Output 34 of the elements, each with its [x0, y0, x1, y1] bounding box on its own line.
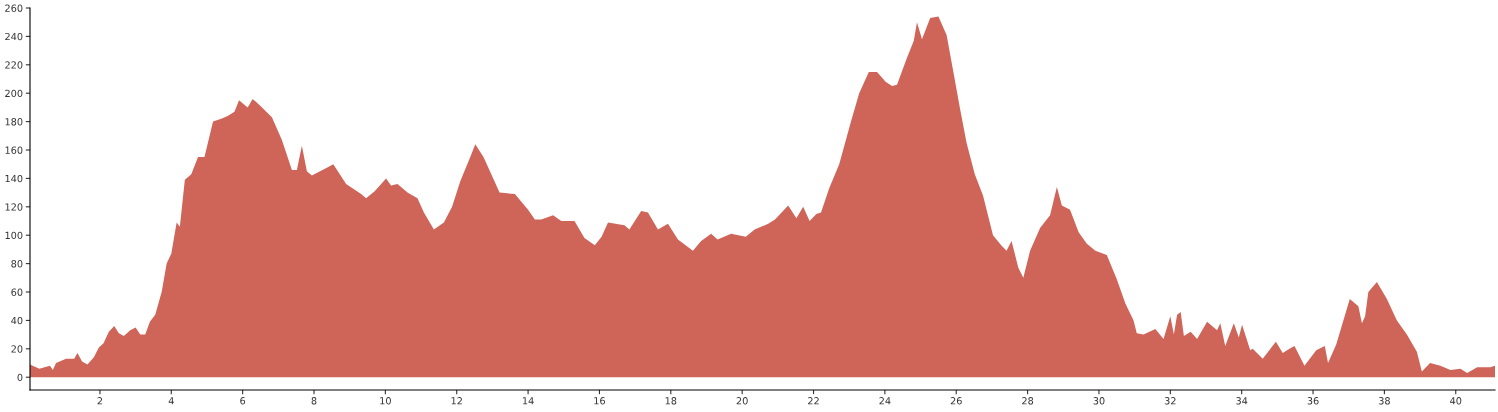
x-tick-label: 10	[380, 397, 391, 405]
x-tick-label: 38	[1378, 397, 1390, 405]
x-tick-label: 28	[1022, 397, 1034, 405]
y-tick-label: 60	[11, 288, 23, 296]
x-tick-label: 6	[240, 397, 246, 405]
x-tick-label: 26	[950, 397, 962, 405]
x-tick-label: 20	[736, 397, 748, 405]
y-tick-label: 140	[5, 174, 23, 183]
x-tick-label: 32	[1164, 397, 1176, 405]
y-tick-label: 100	[5, 231, 23, 240]
x-tick-label: 40	[1450, 397, 1462, 405]
x-tick-label: 2	[97, 397, 103, 405]
x-tick-label: 4	[168, 397, 174, 405]
y-tick-label: 160	[5, 146, 23, 154]
x-tick-label: 34	[1236, 397, 1248, 405]
x-tick-label: 14	[522, 397, 534, 405]
x-tick-label: 12	[451, 397, 462, 405]
x-tick-label: 36	[1307, 397, 1319, 405]
y-tick-label: 80	[11, 260, 23, 268]
x-tick-label: 30	[1093, 397, 1105, 405]
y-tick-label: 200	[5, 89, 23, 98]
y-tick-label: 0	[17, 373, 23, 382]
x-tick-label: 24	[879, 397, 891, 405]
x-tick-label: 16	[594, 397, 606, 405]
x-tick-label: 8	[311, 397, 317, 405]
y-tick-label: 120	[5, 203, 23, 211]
x-tick-label: 18	[665, 397, 677, 405]
x-tick-label: 22	[808, 397, 819, 405]
y-tick-label: 180	[5, 118, 23, 126]
y-tick-label: 20	[11, 345, 23, 353]
y-tick-label: 260	[5, 4, 23, 12]
y-tick-label: 220	[5, 61, 23, 69]
y-tick-label: 40	[11, 316, 23, 325]
y-tick-label: 240	[5, 32, 23, 41]
